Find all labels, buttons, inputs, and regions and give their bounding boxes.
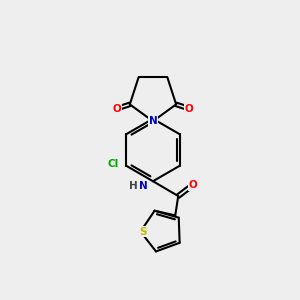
Text: Cl: Cl [107,159,118,169]
Text: O: O [189,180,197,190]
Text: N: N [139,181,148,191]
Text: S: S [139,226,147,237]
Text: H: H [129,181,137,191]
Text: O: O [113,103,122,113]
Text: N: N [148,116,157,126]
Text: O: O [184,103,193,113]
